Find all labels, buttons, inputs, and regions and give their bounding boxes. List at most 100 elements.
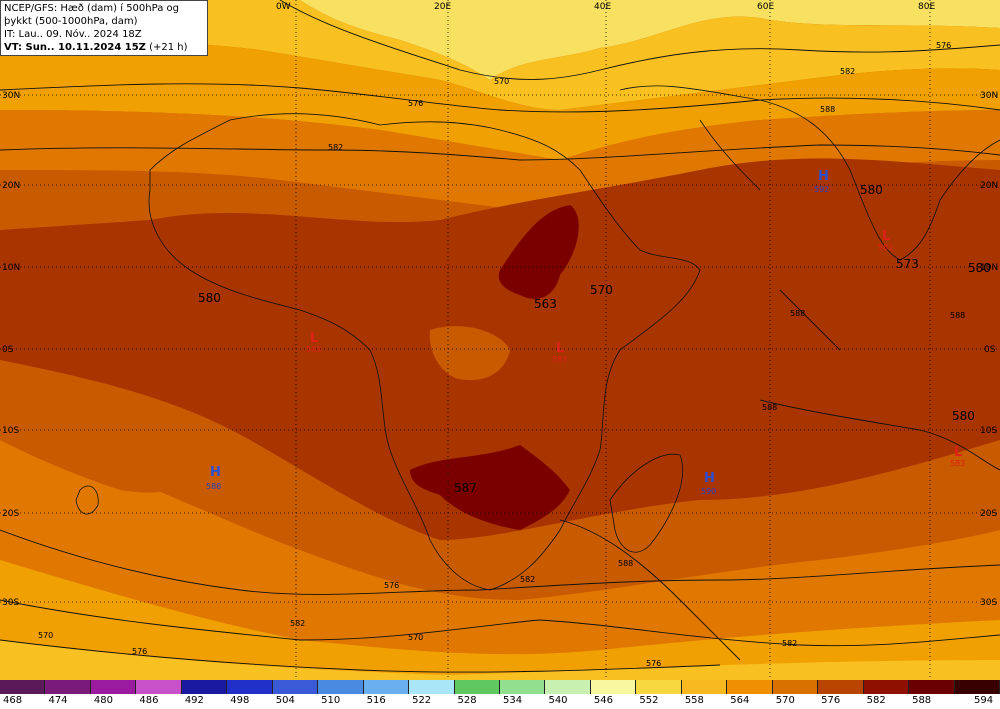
legend-tick-label: 510 — [321, 695, 341, 706]
lat-label-left-30S: 30S — [2, 598, 19, 608]
lat-label-left-20N: 20N — [2, 181, 20, 191]
legend-swatch — [772, 680, 819, 694]
legend-tick-label: 588 — [912, 695, 932, 706]
info-initial-time: IT: Lau.. 09. Nóv.. 2024 18Z — [4, 29, 142, 40]
legend-tick-label: 480 — [93, 695, 113, 706]
lat-label-right-10N: 10N — [980, 263, 998, 273]
contour-label: 576 — [384, 581, 399, 590]
lat-label-right-10S: 10S — [980, 426, 997, 436]
legend-tick-label: 582 — [866, 695, 886, 706]
legend-swatch — [727, 680, 773, 694]
thickness-band-south-576 — [0, 430, 1000, 680]
legend-tick-label: 558 — [684, 695, 704, 706]
contour-label: 576 — [646, 659, 661, 668]
legend-tick-label: 576 — [821, 695, 841, 706]
thickness-patch-576b — [0, 380, 188, 493]
contour-label: 588 — [820, 105, 835, 114]
legend-tick-label: 504 — [275, 695, 295, 706]
contour-label: 588 — [762, 403, 777, 412]
legend-swatch — [590, 680, 637, 694]
legend-swatch — [45, 680, 91, 694]
thickness-band-564 — [0, 110, 1000, 210]
lat-label-right-20S: 20S — [980, 509, 997, 519]
legend-tick-label: 474 — [48, 695, 68, 706]
contour-label: 588 — [618, 559, 633, 568]
legend-swatch — [272, 680, 319, 694]
field-value: 580 — [952, 409, 975, 423]
thickness-band-south-564 — [0, 640, 1000, 680]
low-pressure-value: 583 — [878, 243, 893, 252]
map-info-box: NCEP/GFS: Hæð (dam) í 500hPa og þykkt (5… — [0, 0, 208, 56]
lat-label-left-30N: 30N — [2, 91, 20, 101]
low-pressure-value: 583 — [552, 355, 567, 364]
contour-label: 576 — [132, 647, 147, 656]
lon-label-60E: 60E — [757, 2, 774, 12]
thickness-core-588-north — [498, 205, 579, 299]
thickness-band-552 — [0, 0, 1000, 110]
legend-swatch — [181, 680, 228, 694]
legend-tick-label: 528 — [457, 695, 477, 706]
legend-swatch — [318, 680, 364, 694]
legend-tick-label: 468 — [3, 695, 23, 706]
lon-label-20E: 20E — [434, 2, 451, 12]
legend-swatch — [954, 680, 1000, 694]
low-pressure-symbol: L — [882, 229, 890, 244]
contour-label: 576 — [936, 41, 951, 50]
contour-label: 588 — [790, 309, 805, 318]
high-pressure-symbol: H — [704, 471, 715, 486]
high-pressure-value: 592 — [814, 185, 829, 194]
lat-label-right-30N: 30N — [980, 91, 998, 101]
contour-label: 582 — [782, 639, 797, 648]
legend-tick-label: 522 — [412, 695, 432, 706]
legend-tick-label: 540 — [548, 695, 568, 706]
field-value: 580 — [860, 183, 883, 197]
contour-label: 582 — [520, 575, 535, 584]
field-value: 563 — [534, 297, 557, 311]
lat-label-right-20N: 20N — [980, 181, 998, 191]
field-value: 580 — [968, 261, 991, 275]
legend-swatch — [454, 680, 500, 694]
lat-label-right-30S: 30S — [980, 598, 997, 608]
contour-label: 570 — [408, 633, 423, 642]
contour-label: 582 — [290, 619, 305, 628]
legend-swatch — [136, 680, 182, 694]
high-pressure-symbol: H — [210, 465, 221, 480]
contour-label: 570 — [38, 631, 53, 640]
legend-tick-label: 546 — [593, 695, 613, 706]
legend-tick-label: 516 — [366, 695, 386, 706]
high-pressure-value: 588 — [206, 482, 221, 491]
valid-time-value: VT: Sun.. 10.11.2024 15Z — [4, 42, 146, 53]
thickness-core-588-south — [410, 445, 570, 530]
lat-label-left-0S: 0S — [2, 345, 14, 355]
field-value: 580 — [198, 291, 221, 305]
height-contours — [0, 0, 1000, 673]
lat-label-left-10N: 10N — [2, 263, 20, 273]
lon-label-0W: 0W — [276, 2, 291, 12]
legend-swatch — [409, 680, 455, 694]
weather-map: 0W 20E 40E 60E 80E 30N 20N 10N 0S 10S 20… — [0, 0, 1000, 680]
lon-label-80E: 80E — [918, 2, 935, 12]
high-pressure-value: 590 — [701, 487, 716, 496]
contour-label: 570 — [494, 77, 509, 86]
field-value: 570 — [590, 283, 613, 297]
low-pressure-symbol: L — [310, 331, 318, 346]
legend-tick-label: 570 — [775, 695, 795, 706]
lat-lon-grid — [0, 0, 1000, 680]
contour-label: 576 — [408, 99, 423, 108]
legend-tick-label: 552 — [639, 695, 659, 706]
legend-swatch — [0, 680, 46, 694]
low-pressure-value: 583 — [306, 345, 321, 354]
contour-label: 582 — [840, 67, 855, 76]
legend-swatch — [818, 680, 864, 694]
legend-swatch — [909, 680, 955, 694]
legend-tick-label: 534 — [503, 695, 523, 706]
legend-tick-label: 492 — [184, 695, 204, 706]
thickness-patch-576 — [429, 326, 510, 381]
legend-tick-label: 498 — [230, 695, 250, 706]
legend-swatch — [500, 680, 546, 694]
info-title-line: NCEP/GFS: Hæð (dam) í 500hPa og — [4, 3, 179, 14]
legend-tick-label: 486 — [139, 695, 159, 706]
legend-swatch — [363, 680, 410, 694]
forecast-offset: (+21 h) — [145, 42, 188, 53]
legend-swatch — [90, 680, 137, 694]
